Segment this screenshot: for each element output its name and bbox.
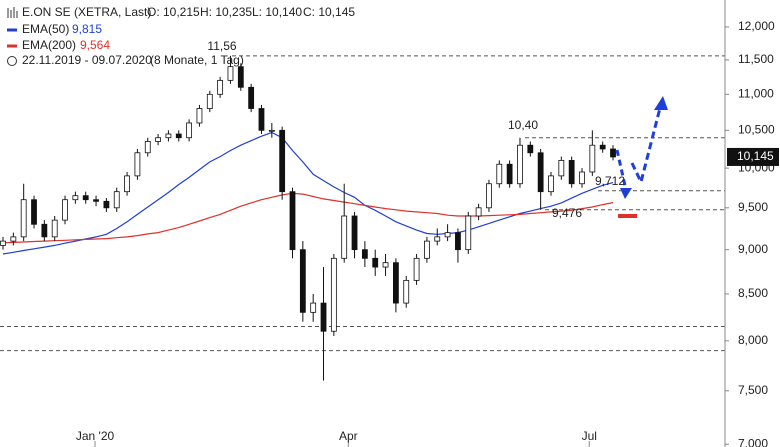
y-tick-label: 12,000: [738, 19, 775, 33]
candle-body: [341, 215, 348, 259]
candle-body: [227, 66, 234, 81]
level-label: 9,476: [552, 206, 582, 220]
candle-body: [579, 171, 585, 185]
candle-body: [124, 175, 130, 193]
candle-body: [175, 133, 182, 139]
y-tick-label: 11,000: [738, 86, 774, 100]
candle-body: [113, 191, 120, 209]
candle-body: [434, 236, 441, 242]
candle-body: [506, 163, 513, 185]
candle-body: [558, 159, 565, 177]
date-range: 22.11.2019 - 09.07.2020: [22, 53, 152, 67]
level-label: 11,56: [207, 39, 236, 53]
candle-body: [372, 257, 379, 268]
candle-body: [537, 152, 544, 193]
candle-body: [548, 175, 554, 193]
ohlc-close: C: 10,145: [303, 5, 355, 19]
candle-body: [496, 163, 503, 185]
legend-label: EMA(50): [22, 22, 69, 36]
clock-icon: [7, 56, 17, 66]
candle-body: [258, 108, 265, 131]
candle-body: [527, 144, 534, 154]
candle-body: [144, 141, 151, 154]
candle-body: [330, 257, 337, 332]
level-label: 10,40: [508, 118, 538, 132]
header: E.ON SE (XETRA, Last) O: 10,215 H: 10,23…: [7, 5, 355, 67]
candle-body: [248, 86, 255, 109]
candle-body: [475, 207, 482, 217]
level-label: 9,712: [595, 174, 625, 188]
y-tick-label: 11,500: [738, 52, 774, 66]
candle-body: [134, 152, 141, 177]
price-tag: [727, 147, 779, 166]
ohlc-low: L: 10,140: [252, 5, 302, 19]
price-tag-label: 10,145: [737, 149, 774, 163]
candle-body: [237, 66, 244, 88]
candle-body: [0, 240, 6, 246]
candle-body: [444, 232, 451, 238]
candle-body: [31, 199, 37, 225]
candle-body: [279, 129, 286, 193]
legend-label: EMA(200): [22, 38, 76, 52]
candle-body: [299, 249, 306, 313]
candle-body: [610, 148, 616, 158]
candle-body: [155, 137, 161, 142]
candle-body: [403, 279, 410, 304]
ohlc-open: O: 10,215: [147, 5, 200, 19]
y-tick-label: 8,000: [738, 333, 768, 347]
candle-body: [206, 93, 213, 109]
y-tick-label: 9,000: [738, 242, 768, 256]
candle-body: [465, 215, 472, 251]
candle-body: [289, 191, 296, 251]
x-tick-label: Jan '20: [76, 429, 115, 443]
candle-body: [361, 249, 368, 259]
date-span: (8 Monate, 1 Tag): [150, 53, 244, 67]
candle-body: [424, 240, 430, 259]
candle-body: [165, 133, 172, 139]
candle-body: [62, 199, 68, 221]
candle-body: [82, 195, 89, 201]
plot-area: [0, 55, 725, 381]
candle-body: [486, 183, 492, 209]
candle-body: [93, 199, 99, 202]
candle-body: [589, 144, 596, 173]
candle-body: [413, 257, 420, 281]
candle-body: [517, 144, 523, 185]
x-tick-label: Apr: [339, 429, 358, 443]
ohlc-high: H: 10,235: [200, 5, 252, 19]
y-tick-label: 8,500: [738, 286, 768, 300]
candle-body: [455, 232, 461, 251]
candle-body: [10, 236, 17, 242]
forecast-arrows: [615, 96, 668, 218]
candle-body: [41, 223, 48, 238]
candle-body: [310, 302, 317, 313]
legend-value: 9,564: [80, 38, 110, 52]
y-tick-label: 7,500: [738, 383, 768, 397]
candle-body: [103, 200, 110, 209]
x-tick-label: Jul: [582, 429, 597, 443]
y-tick-label: 10,500: [738, 122, 775, 136]
candle-body: [186, 122, 193, 139]
chart-icon: [7, 7, 18, 18]
candle-body: [351, 215, 358, 251]
y-tick-label: 9,500: [738, 200, 768, 214]
ema-line: [2, 192, 614, 244]
candle-body: [217, 79, 224, 95]
candle-body: [20, 199, 27, 238]
candle-body: [51, 219, 58, 238]
candle-body: [268, 129, 275, 132]
ema-line: [2, 131, 614, 255]
candle-body: [599, 144, 606, 150]
instrument: E.ON SE (XETRA, Last): [22, 5, 151, 19]
candle-body: [568, 159, 575, 185]
y-tick-label: 7,000: [738, 436, 768, 447]
candle-body: [196, 108, 203, 124]
candle-body: [320, 302, 327, 332]
legend-value: 9,815: [72, 22, 102, 36]
candle-body: [382, 262, 389, 268]
candle-body: [72, 195, 79, 201]
candle-body: [392, 262, 399, 304]
